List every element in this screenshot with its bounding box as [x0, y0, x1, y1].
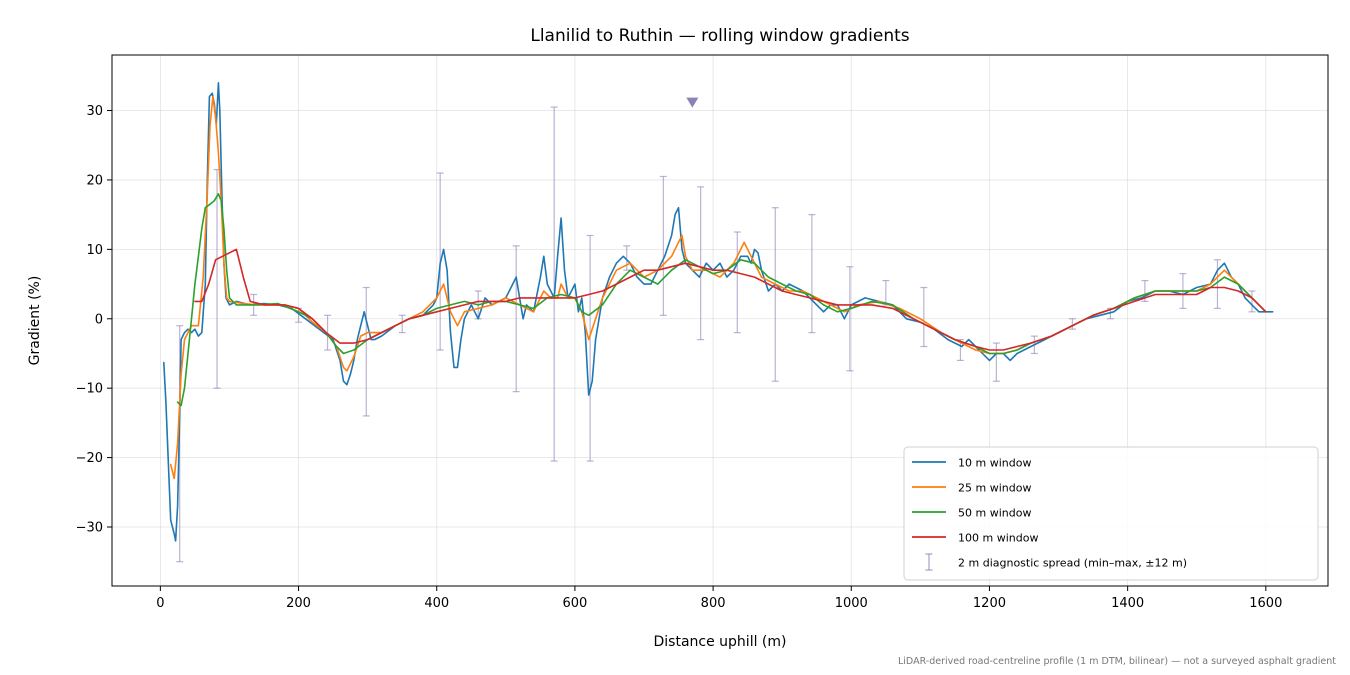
legend-label: 10 m window [958, 457, 1031, 470]
x-tick-label: 800 [701, 596, 726, 611]
spread-bar [808, 214, 816, 334]
y-tick-label: 10 [86, 243, 103, 258]
legend-entry: 10 m window [912, 457, 1031, 470]
legend-box [903, 446, 1319, 581]
spread-bar [697, 186, 705, 341]
x-tick-label: 400 [424, 596, 449, 611]
x-axis-ticks: 0 200 400 600 800 1000 1200 1400 1600 [156, 586, 1282, 611]
source-caption: LiDAR-derived road-centreline profile (1… [898, 656, 1336, 667]
legend-entry: 100 m window [912, 532, 1038, 545]
spread-bar [846, 266, 854, 372]
legend-entry: 2 m diagnostic spread (min–max, ±12 m) [925, 553, 1187, 571]
spread-bar [623, 245, 631, 271]
spread-bar [771, 207, 779, 382]
y-tick-label: −20 [76, 451, 103, 466]
spread-bar [512, 245, 520, 393]
series-line-50-m-window [176, 193, 1267, 407]
legend-label: 100 m window [958, 532, 1038, 545]
legend-swatch [925, 553, 933, 571]
spread-bar [550, 106, 558, 462]
spread-bar [1213, 259, 1221, 309]
y-tick-label: 30 [86, 104, 103, 119]
spread-bar [733, 231, 741, 334]
y-tick-label: −30 [76, 521, 103, 536]
x-tick-label: 0 [156, 596, 164, 611]
spread-bar [659, 175, 667, 316]
x-axis-label: Distance uphill (m) [654, 634, 787, 650]
legend-label: 2 m diagnostic spread (min–max, ±12 m) [958, 557, 1187, 570]
y-tick-label: 0 [95, 312, 103, 327]
x-tick-label: 1200 [973, 596, 1006, 611]
spread-bar [882, 279, 890, 306]
y-tick-label: −10 [76, 382, 103, 397]
spread-bar [213, 168, 221, 389]
spread-bar [1248, 290, 1256, 313]
spread-bar [398, 314, 406, 334]
peak-marker-triangle [686, 97, 699, 108]
legend: 10 m window 25 m window 50 m window 100 m w… [903, 446, 1319, 581]
series-lines [163, 82, 1274, 542]
legend-label: 50 m window [958, 507, 1031, 520]
y-axis-ticks: −30 −20 −10 0 10 20 30 [76, 104, 112, 536]
spread-bar [920, 286, 928, 348]
spread-bar [992, 342, 1000, 382]
x-tick-label: 1000 [835, 596, 868, 611]
spread-bar [362, 286, 370, 417]
chart-title: Llanilid to Ruthin — rolling window grad… [530, 26, 909, 46]
spread-bar [586, 234, 594, 462]
y-tick-label: 20 [86, 173, 103, 188]
series-line-100-m-window [194, 248, 1267, 351]
x-tick-label: 600 [562, 596, 587, 611]
x-tick-label: 200 [286, 596, 311, 611]
legend-label: 25 m window [958, 482, 1031, 495]
x-tick-label: 1600 [1249, 596, 1282, 611]
legend-entry: 50 m window [912, 507, 1031, 520]
peak-marker [686, 97, 699, 108]
legend-entry: 25 m window [912, 482, 1031, 495]
x-tick-label: 1400 [1111, 596, 1144, 611]
y-axis-label: Gradient (%) [27, 276, 43, 366]
series-line-25-m-window [169, 95, 1267, 480]
spread-bar [1068, 318, 1076, 330]
plot-frame [111, 54, 1329, 587]
